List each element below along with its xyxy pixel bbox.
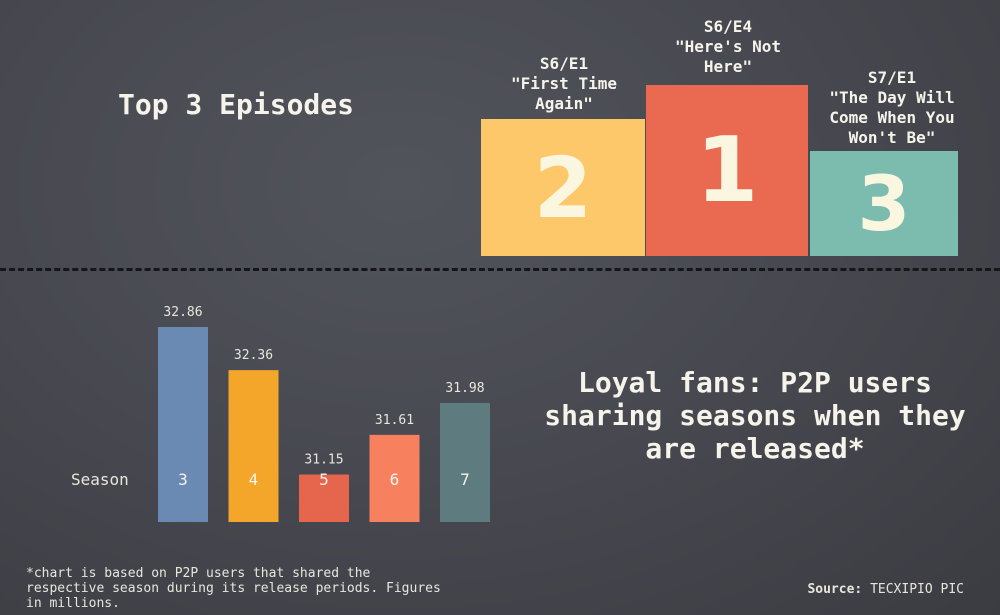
bar-value-label: 32.36 [234, 348, 273, 363]
podium-episode-title: "The Day Will Come When You Won't Be" [829, 88, 955, 147]
bar-value-label: 31.61 [375, 413, 414, 428]
top-episodes-title: Top 3 Episodes [118, 88, 355, 121]
bar-value-label: 32.86 [163, 305, 202, 320]
bar-category-label: 5 [319, 470, 329, 489]
podium-block-1: 1 [646, 85, 808, 256]
podium-block-2: 2 [481, 119, 645, 256]
chart-footnote: *chart is based on P2P users that shared… [26, 566, 441, 611]
bar-value-label: 31.15 [304, 453, 343, 468]
loyal-fans-title: Loyal fans: P2P users sharing seasons wh… [544, 366, 966, 465]
podium-episode-code: S6/E4 [703, 17, 753, 36]
season-bar-chart: Season 32.86 3 32.36 4 31.15 5 31.61 6 31.98 7 [71, 305, 490, 522]
podium-label-2: S6/E1 "First Time Again" [484, 54, 644, 114]
podium-block-3: 3 [810, 151, 958, 256]
source-value: TECXIPIO PIC [870, 582, 964, 597]
podium-episode-code: S6/E1 [539, 54, 589, 73]
podium-episode-title: "Here's Not Here" [675, 37, 781, 76]
bar-category-label: 3 [178, 470, 188, 489]
x-axis-label: Season [71, 470, 129, 489]
bar-category-label: 6 [390, 470, 400, 489]
podium-rank: 3 [857, 159, 911, 248]
podium-rank: 2 [533, 138, 593, 237]
bar-season-7 [440, 402, 490, 522]
bar-season-5 [299, 474, 349, 522]
podium-episode-title: "First Time Again" [511, 74, 617, 113]
bar-season-4 [228, 370, 279, 522]
bar-category-label: 4 [249, 470, 259, 489]
podium-label-3: S7/E1 "The Day Will Come When You Won't … [808, 68, 976, 148]
podium-label-1: S6/E4 "Here's Not Here" [646, 17, 810, 77]
bar-value-label: 31.98 [445, 381, 484, 396]
bar-season-6 [369, 434, 420, 522]
podium-episode-code: S7/E1 [867, 68, 917, 87]
section-divider [0, 268, 1000, 271]
bar-category-label: 7 [460, 470, 470, 489]
source-label: Source: [807, 582, 863, 597]
source-credit: Source: TECXIPIO PIC [807, 582, 964, 597]
podium-rank: 1 [695, 118, 759, 223]
bar-season-3 [158, 327, 208, 522]
